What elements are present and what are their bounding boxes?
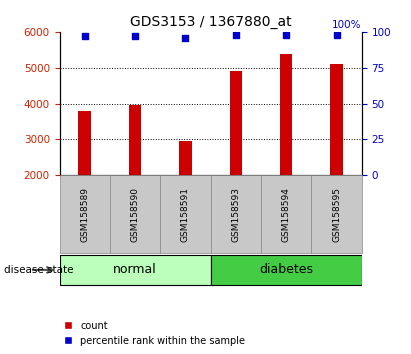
Point [132, 33, 139, 39]
Point [182, 35, 189, 40]
Bar [261, 175, 312, 253]
Bar [229, 71, 242, 175]
Point [81, 33, 88, 39]
Text: disease state: disease state [4, 265, 74, 275]
Point [333, 32, 340, 38]
Text: GSM158593: GSM158593 [231, 187, 240, 242]
Bar [179, 141, 192, 175]
Bar [129, 105, 141, 175]
Title: GDS3153 / 1367880_at: GDS3153 / 1367880_at [130, 16, 291, 29]
Bar [210, 175, 261, 253]
Point [283, 32, 289, 38]
Bar [312, 175, 362, 253]
Text: GSM158594: GSM158594 [282, 187, 291, 242]
Text: GSM158591: GSM158591 [181, 187, 190, 242]
Text: GSM158595: GSM158595 [332, 187, 341, 242]
Text: 100%: 100% [332, 21, 362, 30]
Legend: count, percentile rank within the sample: count, percentile rank within the sample [65, 321, 245, 346]
Bar [79, 111, 91, 175]
Point [233, 32, 239, 38]
Bar [60, 175, 110, 253]
Bar [210, 255, 362, 285]
Bar [160, 175, 210, 253]
Bar [280, 54, 293, 175]
Bar [110, 175, 160, 253]
Text: GSM158590: GSM158590 [131, 187, 140, 242]
Bar [330, 64, 343, 175]
Text: diabetes: diabetes [259, 263, 313, 276]
Text: normal: normal [113, 263, 157, 276]
Text: GSM158589: GSM158589 [80, 187, 89, 242]
Bar [60, 255, 211, 285]
